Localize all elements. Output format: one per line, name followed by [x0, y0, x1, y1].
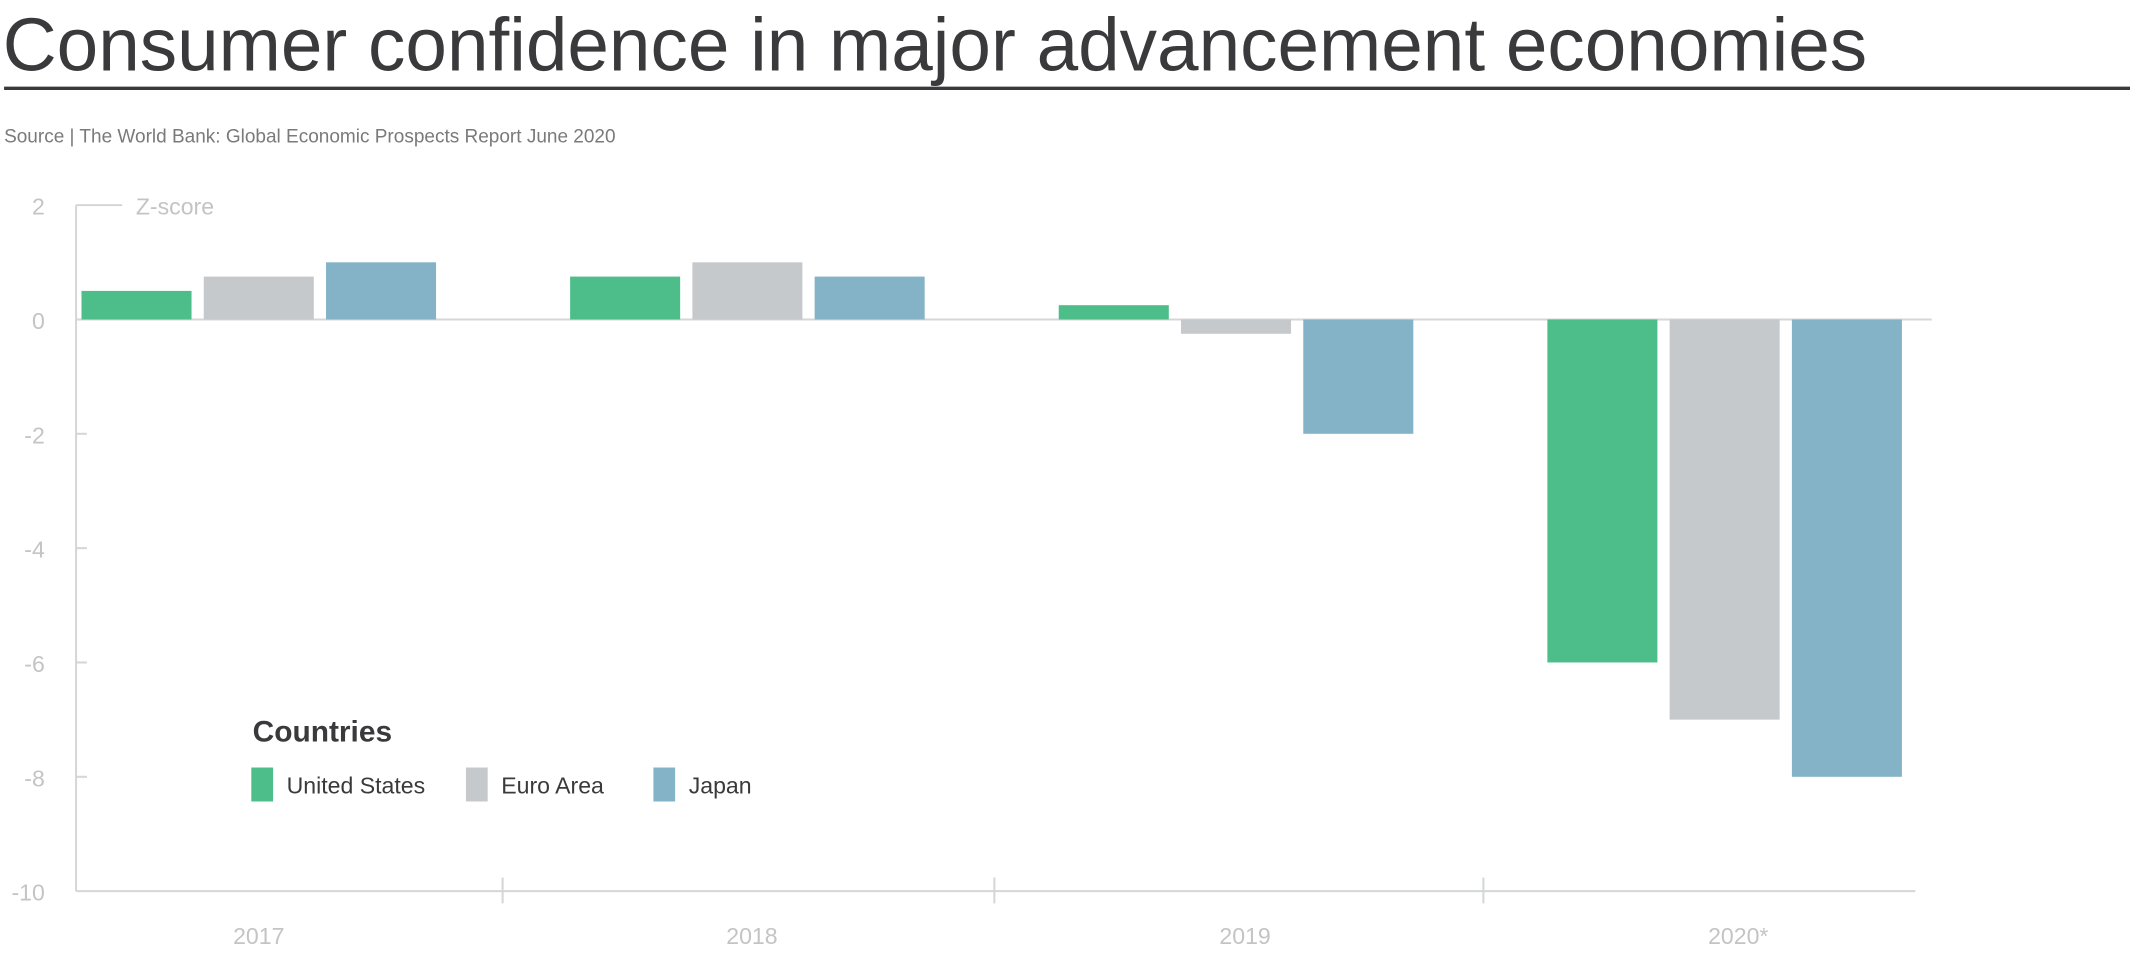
x-tick-label: 2018	[726, 923, 777, 949]
bar-euro-area-2020	[1669, 319, 1780, 720]
x-tick-label: 2017	[233, 923, 284, 949]
bar-united-states-2017	[81, 290, 192, 320]
bar-united-states-2020	[1547, 319, 1658, 663]
legend-label: Euro Area	[501, 772, 604, 798]
axes: 2 0 -2 -4 -6 -8 -10 2017 2018 2019 2020*	[11, 194, 1932, 949]
y-tick-label: -10	[11, 880, 44, 906]
bar-united-states-2019	[1058, 305, 1169, 320]
y-tick-label: -6	[24, 651, 45, 677]
legend-swatch-japan	[653, 767, 676, 802]
bar-japan-2018	[814, 276, 925, 320]
legend-swatch-euro-area	[465, 767, 488, 802]
y-tick-label: -2	[24, 422, 45, 448]
y-axis-label: Z-score	[136, 194, 214, 220]
bars	[81, 262, 1902, 777]
source-note: Source | The World Bank: Global Economic…	[4, 127, 616, 148]
bar-japan-2020	[1791, 319, 1902, 777]
x-tick-label: 2019	[1219, 923, 1270, 949]
bar-japan-2017	[326, 262, 437, 320]
bar-united-states-2018	[570, 276, 681, 320]
legend-label: Japan	[689, 772, 752, 798]
y-tick-label: -4	[24, 537, 45, 563]
x-tick-label: 2020*	[1708, 923, 1768, 949]
y-tick-label: -8	[24, 765, 45, 791]
legend-label: United States	[287, 772, 426, 798]
legend: Countries United States Euro Area Japan	[251, 716, 752, 802]
bar-japan-2019	[1303, 319, 1414, 434]
bar-euro-area-2017	[203, 276, 314, 320]
chart-title: Consumer confidence in major advancement…	[3, 3, 1867, 87]
bar-euro-area-2019	[1181, 319, 1292, 334]
y-tick-label: 0	[32, 308, 45, 334]
legend-title: Countries	[253, 716, 392, 749]
y-tick-label: 2	[32, 194, 45, 220]
legend-swatch-united-states	[251, 767, 274, 802]
bar-euro-area-2018	[692, 262, 803, 320]
